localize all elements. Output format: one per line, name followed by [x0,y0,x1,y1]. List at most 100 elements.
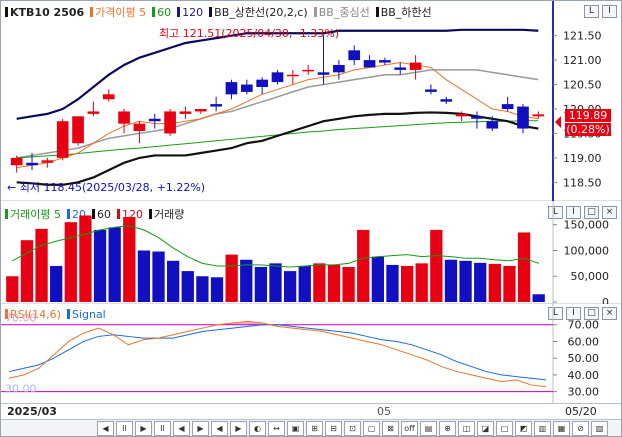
legend-rsi[interactable]: RSI(14,6) [5,308,61,321]
candle-body [271,72,284,83]
candle-body [210,104,222,107]
panel-info-button[interactable]: I [602,5,617,18]
toolbar-button-17[interactable]: ▤ [420,420,437,436]
toolbar-button-20[interactable]: ◪ [477,420,494,436]
legend-bb-middle[interactable]: BB_중심선 [313,4,370,20]
volume-bar [93,229,107,302]
bb-upper-line [16,28,539,120]
volume-bar [152,251,165,302]
toolbar-button-14[interactable]: ▢ [363,420,380,436]
candle-body [471,116,483,119]
volume-bar [430,229,443,302]
toolbar-button-23[interactable]: ▥ [534,420,551,436]
toolbar-button-19[interactable]: ◫ [458,420,475,436]
toolbar-button-13[interactable]: ⊡ [344,420,361,436]
toolbar-button-15[interactable]: ⊠ [382,420,399,436]
legend-ma5[interactable]: 가격이평 5 [90,4,146,20]
toolbar-button-18[interactable]: ⊕ [439,420,456,436]
price-tick-label: 121.50 [563,30,602,43]
toolbar-button-4[interactable]: ◀ [173,420,190,436]
chart-toolbar: ◀ II ▶ II ◀ ▶ ◀ ▶ ◐ ↔ ▣ ⊞ ⊟ ⊡ ▢ ⊠ off ▤ ⊕ ◫ ◪ □ ◩ ▥ ▦ ⊘ ▧ [1,419,621,436]
ma5-line [16,62,539,169]
toolbar-button-22[interactable]: ◩ [515,420,532,436]
toolbar-button-21[interactable]: □ [496,420,513,436]
volume-bar [108,227,121,302]
price-chart[interactable]: 최고 121.51(2025/04/30, -1.33%) ← 최저 118.4… [1,1,621,201]
rsi-chart[interactable]: 70.00 30.00 70.00 60.00 50.00 40.00 30.00 [1,304,621,403]
legend-bb-lower[interactable]: BB_하한선 [375,4,432,20]
toolbar-button-2[interactable]: ▶ [135,420,152,436]
volume-bar [357,229,370,302]
candle-body [240,84,253,92]
legend-ma60[interactable]: 60 [152,6,171,19]
price-tick-label: 118.50 [563,176,602,189]
price-tick-label: 121.00 [563,54,602,67]
rsi-panel-buttons: L I □ × [548,307,617,320]
volume-bar [313,263,326,302]
volume-bar [444,259,458,302]
toolbar-button-25[interactable]: ⊘ [572,420,589,436]
ma60-swatch [152,7,156,17]
volume-bar [503,265,516,302]
toolbar-button-1[interactable]: II [116,420,133,436]
candle-body [532,114,545,117]
rsi-tick-label: 70.00 [568,319,600,332]
toolbar-button-24[interactable]: ▦ [553,420,570,436]
volume-panel-buttons: L I □ × [548,206,617,219]
ma5-swatch [90,7,94,17]
toolbar-button-12[interactable]: ⊟ [325,420,342,436]
volume-bar [20,240,34,302]
rsi-panel-maximize-button[interactable]: □ [584,307,599,320]
volume-bar [167,260,180,302]
vol-ma60-swatch [91,209,95,219]
volume-bar [474,262,487,302]
rsi-tick-label: 30.00 [568,386,600,399]
volume-bar [269,263,282,302]
toolbar-button-0[interactable]: ◀ [97,420,114,436]
price-tick-label: 120.50 [563,79,602,92]
legend-volume[interactable]: 거래량 [148,206,184,222]
legend-signal[interactable]: Signal [66,308,106,321]
panel-lock-button[interactable]: L [584,5,599,18]
volume-bar [123,217,136,302]
legend-vol-ma60[interactable]: 60 [91,208,111,221]
legend-bb-upper[interactable]: BB_상한선(20,2,c) [209,4,308,20]
volume-chart[interactable]: 150,000 100,000 50,000 0 [1,201,621,304]
last-change-tag: (0.28%) [565,123,611,136]
toolbar-button-26[interactable]: ▧ [591,420,608,436]
volume-tick-label: 0 [602,296,609,304]
toolbar-button-9[interactable]: ↔ [268,420,285,436]
volume-bar [6,276,19,302]
legend-ma120[interactable]: 120 [177,6,203,19]
toolbar-button-10[interactable]: ▣ [287,420,304,436]
vol-panel-lock-button[interactable]: L [548,206,563,219]
volume-swatch [148,209,152,219]
toolbar-button-11[interactable]: ⊞ [306,420,323,436]
vol-panel-info-button[interactable]: I [566,206,581,219]
rsi-panel-close-button[interactable]: × [602,307,617,320]
volume-tick-label: 50,000 [571,270,610,283]
toolbar-button-5[interactable]: ▶ [192,420,209,436]
toolbar-button-3[interactable]: II [154,420,171,436]
rsi-panel-info-button[interactable]: I [566,307,581,320]
toolbar-button-6[interactable]: ◀ [211,420,228,436]
volume-bar [283,271,297,302]
vol-panel-close-button[interactable]: × [602,206,617,219]
candle-body [10,157,23,166]
time-axis: 2025/03 05 05/20 [1,403,621,420]
bb-middle-swatch [313,7,317,17]
rsi-panel-lock-button[interactable]: L [548,307,563,320]
toolbar-button-7[interactable]: ▶ [230,420,247,436]
volume-bar [488,263,501,302]
candle-body [517,106,529,129]
candle-body [56,121,69,158]
toolbar-button-16[interactable]: off [401,420,418,436]
volume-legend: 거래이평 5 20 60 120 거래량 [5,207,184,221]
volume-bar [225,254,238,302]
legend-vol-ma5[interactable]: 거래이평 5 [5,206,61,222]
bb-upper-swatch [209,7,213,17]
vol-panel-maximize-button[interactable]: □ [584,206,599,219]
toolbar-button-8[interactable]: ◐ [249,420,266,436]
rsi-tick-label: 60.00 [568,335,600,348]
